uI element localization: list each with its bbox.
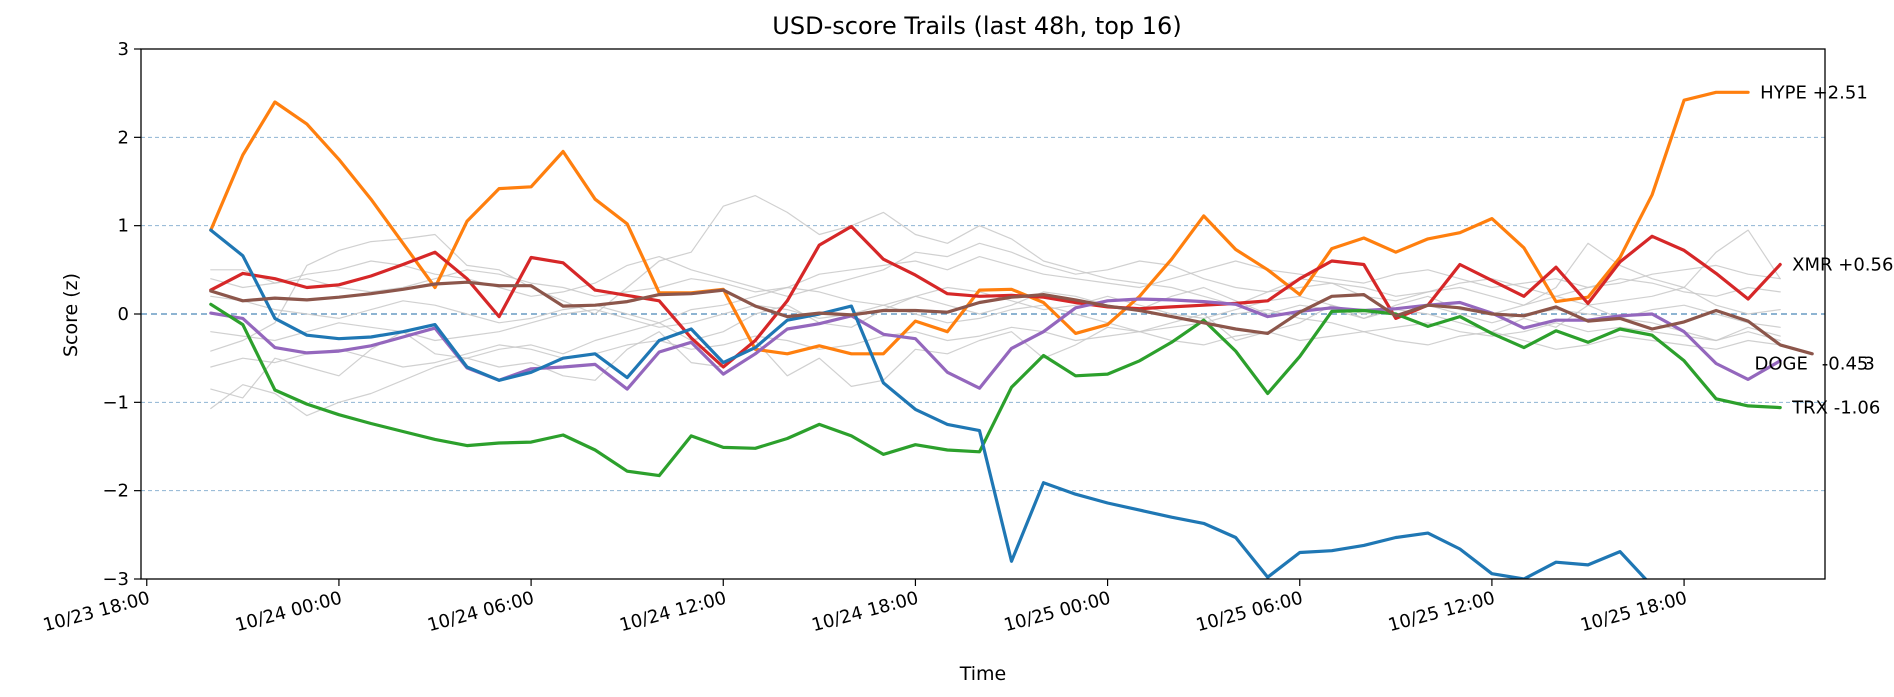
y-tick-label-0: −3 xyxy=(102,569,129,590)
x-axis-label: Time xyxy=(959,663,1007,685)
plot-area xyxy=(209,90,1814,579)
y-tick-label-5: 2 xyxy=(118,127,129,148)
series-line-background-0 xyxy=(210,195,1781,352)
series-line-xmr xyxy=(209,224,1782,369)
y-tick-label-4: 1 xyxy=(118,216,129,237)
series-line-background-2 xyxy=(210,286,1781,417)
chart-title: USD-score Trails (last 48h, top 16) xyxy=(772,12,1181,40)
series-line-highlight-13 xyxy=(209,280,1814,356)
series-line-background-6 xyxy=(210,242,1781,297)
highlight-series xyxy=(209,90,1814,579)
end-label-xmr: XMR +0.56 xyxy=(1792,255,1893,276)
y-axis-label: Score (z) xyxy=(60,273,82,357)
grid-lines xyxy=(141,136,1825,492)
series-line-highlight-12 xyxy=(209,228,1648,579)
y-tick-label-1: −2 xyxy=(102,481,129,502)
annotation-1: -0.45 xyxy=(1822,353,1869,374)
series-line-hype xyxy=(209,90,1750,356)
end-label-hype: HYPE +2.51 xyxy=(1760,82,1868,103)
end-label-trx: TRX -1.06 xyxy=(1791,398,1880,419)
series-line-background-3 xyxy=(210,256,1781,297)
series-line-trx xyxy=(209,302,1782,478)
y-tick-label-3: 0 xyxy=(118,304,129,325)
annotation-0: DOGE xyxy=(1755,353,1808,374)
series-end-labels: HYPE +2.51 XMR +0.56 TRX -1.06 DOGE -0.453 xyxy=(1755,82,1894,418)
series-line-background-1 xyxy=(210,304,1781,399)
y-tick-label-2: −1 xyxy=(102,392,129,413)
y-axis-ticks: −3 −2 −1 0 1 2 3 xyxy=(102,39,141,590)
annotation-2: 3 xyxy=(1863,353,1874,374)
y-tick-label-6: 3 xyxy=(118,39,129,60)
series-line-background-5 xyxy=(210,304,1781,342)
series-line-background-7 xyxy=(210,326,1781,368)
